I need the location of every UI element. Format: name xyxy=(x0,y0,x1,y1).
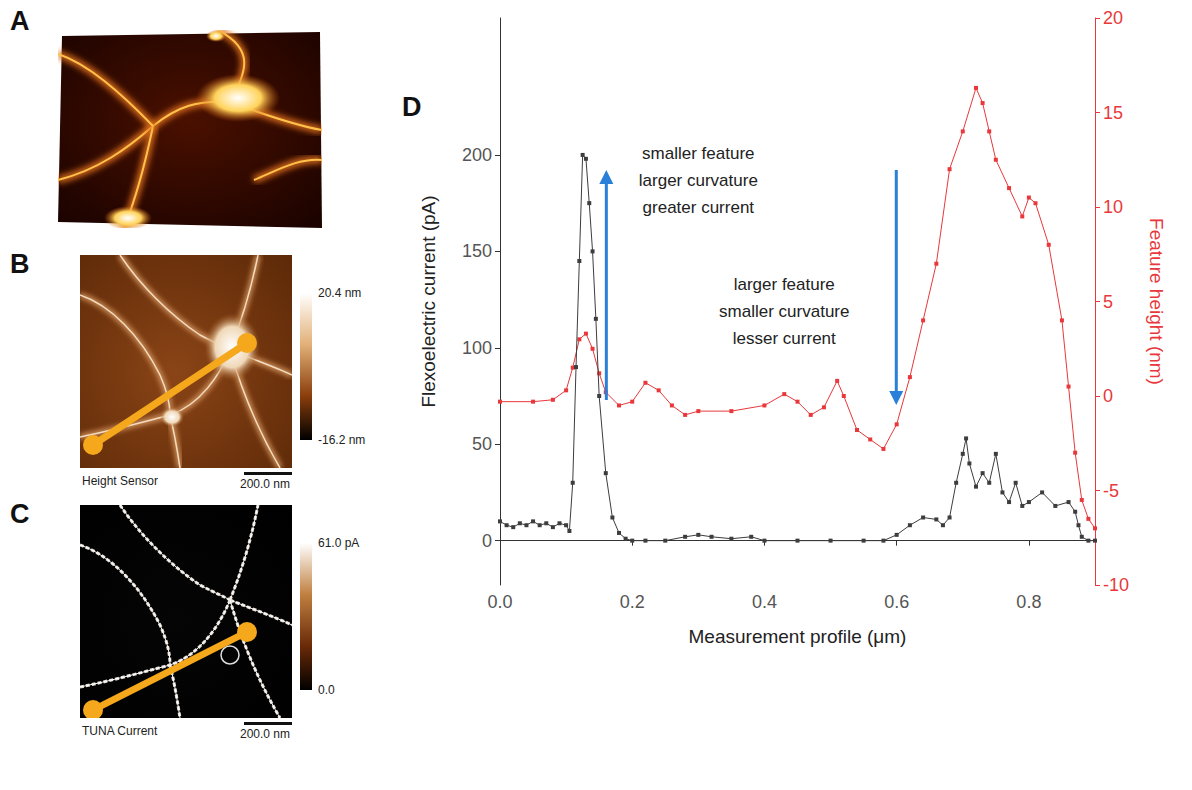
html-text:200.0 nm: 200.0 nm xyxy=(240,477,290,491)
svg-text:-5: -5 xyxy=(1103,481,1119,501)
html-text:TUNA Current: TUNA Current xyxy=(82,724,158,738)
svg-text:lesser current: lesser current xyxy=(733,329,836,348)
svg-text:200: 200 xyxy=(462,145,492,165)
svg-text:50: 50 xyxy=(472,434,492,454)
html-text:61.0 pA: 61.0 pA xyxy=(318,536,360,550)
svg-text:Flexoelectric current (pA): Flexoelectric current (pA) xyxy=(418,195,439,407)
html-text:-16.2 nm: -16.2 nm xyxy=(318,433,366,447)
html-text:0.0: 0.0 xyxy=(318,683,335,697)
svg-text:larger feature: larger feature xyxy=(734,275,835,294)
html-text:D: D xyxy=(402,92,422,122)
svg-text:smaller curvature: smaller curvature xyxy=(719,302,849,321)
svg-text:greater current: greater current xyxy=(643,198,755,217)
svg-text:0.8: 0.8 xyxy=(1016,592,1041,612)
svg-text:0.4: 0.4 xyxy=(752,592,777,612)
html-text:B: B xyxy=(10,249,30,279)
svg-text:0.2: 0.2 xyxy=(620,592,645,612)
svg-text:0.0: 0.0 xyxy=(487,592,512,612)
svg-text:Feature height (nm): Feature height (nm) xyxy=(1146,218,1167,385)
svg-text:100: 100 xyxy=(462,338,492,358)
html-text:20.4 nm: 20.4 nm xyxy=(318,286,362,300)
html-text:Height Sensor: Height Sensor xyxy=(82,474,158,488)
svg-text:-10: -10 xyxy=(1103,575,1129,595)
svg-text:Measurement profile (μm): Measurement profile (μm) xyxy=(689,626,907,647)
svg-text:larger curvature: larger curvature xyxy=(639,171,758,190)
svg-text:150: 150 xyxy=(462,241,492,261)
html-text:C: C xyxy=(10,499,30,529)
svg-text:0: 0 xyxy=(1103,386,1113,406)
svg-text:0: 0 xyxy=(482,531,492,551)
html-text:A: A xyxy=(10,6,30,36)
svg-text:20: 20 xyxy=(1103,8,1123,28)
svg-text:0.6: 0.6 xyxy=(884,592,909,612)
html-text:200.0 nm: 200.0 nm xyxy=(240,727,290,741)
svg-text:5: 5 xyxy=(1103,292,1113,312)
svg-text:15: 15 xyxy=(1103,103,1123,123)
svg-text:10: 10 xyxy=(1103,197,1123,217)
svg-text:smaller feature: smaller feature xyxy=(642,144,754,163)
